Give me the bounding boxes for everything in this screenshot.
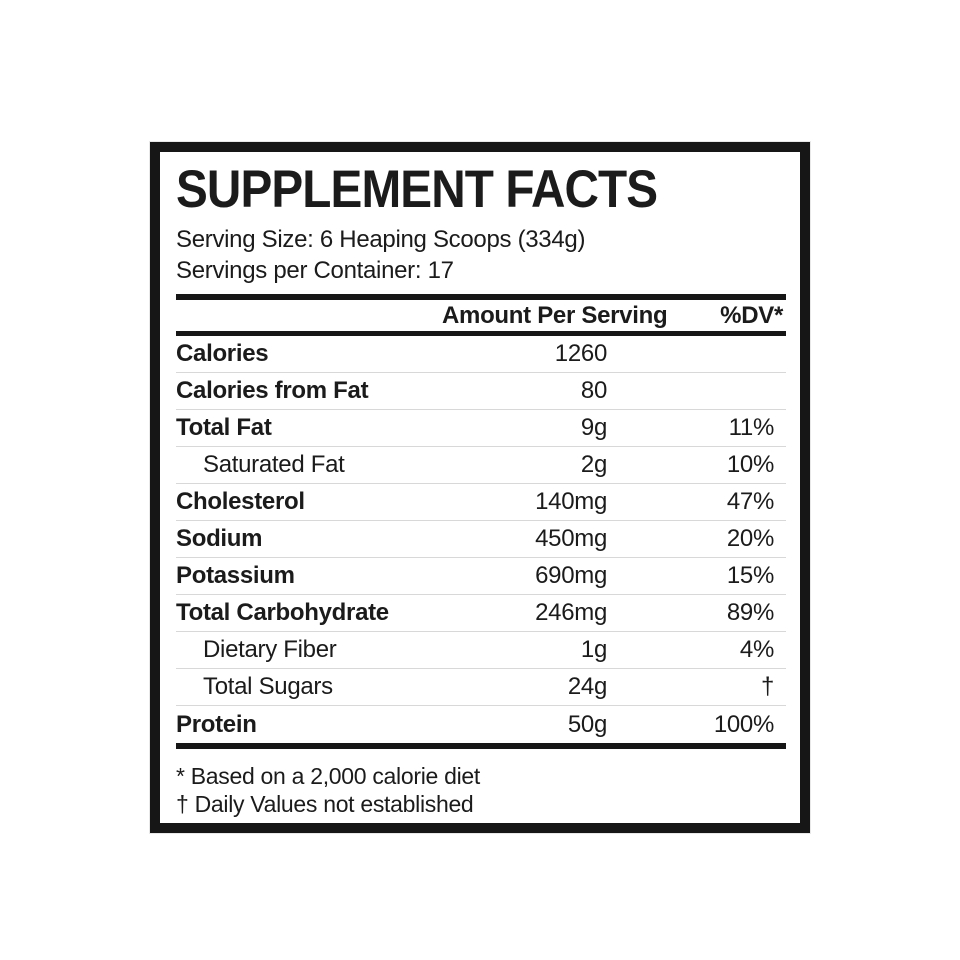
table-row: Saturated Fat 2g 10% xyxy=(176,447,786,484)
nutrient-dv: 47% xyxy=(726,488,774,515)
supplement-facts-panel: SUPPLEMENT FACTS Serving Size: 6 Heaping… xyxy=(150,142,810,833)
nutrient-dv: 100% xyxy=(713,710,774,738)
nutrient-dv: 4% xyxy=(739,636,774,663)
divider-top-thick xyxy=(176,294,786,300)
nutrient-table: Calories 1260 Calories from Fat 80 Total… xyxy=(176,336,786,743)
nutrient-amount: 690mg xyxy=(535,562,607,589)
amount-per-serving-header: Amount Per Serving xyxy=(442,301,668,329)
table-row: Calories 1260 xyxy=(176,336,786,373)
table-row: Calories from Fat 80 xyxy=(176,373,786,410)
nutrient-name: Total Carbohydrate xyxy=(176,599,389,626)
nutrient-amount: 140mg xyxy=(535,488,607,515)
panel-title: SUPPLEMENT FACTS xyxy=(176,160,658,219)
nutrient-amount: 1260 xyxy=(554,340,608,367)
nutrient-name: Protein xyxy=(176,710,257,738)
nutrient-name: Saturated Fat xyxy=(203,451,345,478)
nutrient-amount: 246mg xyxy=(535,599,607,626)
nutrient-name: Potassium xyxy=(176,562,295,589)
percent-dv-header: %DV* xyxy=(720,301,783,329)
table-row: Cholesterol 140mg 47% xyxy=(176,484,786,521)
nutrient-amount: 2g xyxy=(580,451,607,478)
divider-bottom-thick xyxy=(176,743,786,749)
table-row: Total Fat 9g 11% xyxy=(176,410,786,447)
nutrient-dv: 89% xyxy=(726,599,774,626)
nutrient-amount: 50g xyxy=(567,710,607,738)
divider-below-header xyxy=(176,331,786,336)
nutrient-name: Dietary Fiber xyxy=(203,636,337,663)
table-row: Total Sugars 24g † xyxy=(176,669,786,706)
serving-size-line: Serving Size: 6 Heaping Scoops (334g) xyxy=(176,226,586,253)
nutrient-dv: 15% xyxy=(726,562,774,589)
nutrient-name: Calories xyxy=(176,340,269,367)
table-header-row: Amount Per Serving %DV* xyxy=(176,300,786,331)
nutrient-amount: 1g xyxy=(580,636,607,663)
nutrient-amount: 9g xyxy=(580,414,607,441)
nutrient-dv: 11% xyxy=(728,414,775,441)
servings-per-container-line: Servings per Container: 17 xyxy=(176,257,454,284)
nutrient-dv: † xyxy=(760,673,774,700)
table-row: Protein 50g 100% xyxy=(176,706,786,743)
table-row: Total Carbohydrate 246mg 89% xyxy=(176,595,786,632)
nutrient-name: Total Fat xyxy=(176,414,272,441)
nutrient-name: Cholesterol xyxy=(176,488,305,515)
nutrient-dv: 10% xyxy=(726,451,774,478)
nutrient-name: Total Sugars xyxy=(203,673,333,700)
nutrient-name: Calories from Fat xyxy=(176,377,369,404)
nutrient-amount: 450mg xyxy=(535,525,607,552)
footnote-calorie-diet: * Based on a 2,000 calorie diet xyxy=(176,763,480,789)
table-row: Dietary Fiber 1g 4% xyxy=(176,632,786,669)
nutrient-dv: 20% xyxy=(726,525,774,552)
nutrient-name: Sodium xyxy=(176,525,263,552)
nutrient-amount: 80 xyxy=(580,377,607,404)
footnotes: * Based on a 2,000 calorie diet † Daily … xyxy=(176,762,786,818)
nutrient-amount: 24g xyxy=(567,673,607,700)
table-row: Sodium 450mg 20% xyxy=(176,521,786,558)
table-row: Potassium 690mg 15% xyxy=(176,558,786,595)
footnote-daily-values: † Daily Values not established xyxy=(176,791,474,817)
